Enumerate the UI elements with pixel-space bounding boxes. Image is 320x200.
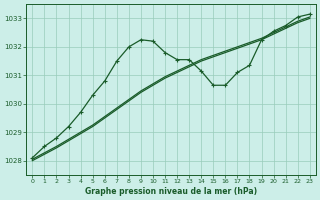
X-axis label: Graphe pression niveau de la mer (hPa): Graphe pression niveau de la mer (hPa) (85, 187, 257, 196)
